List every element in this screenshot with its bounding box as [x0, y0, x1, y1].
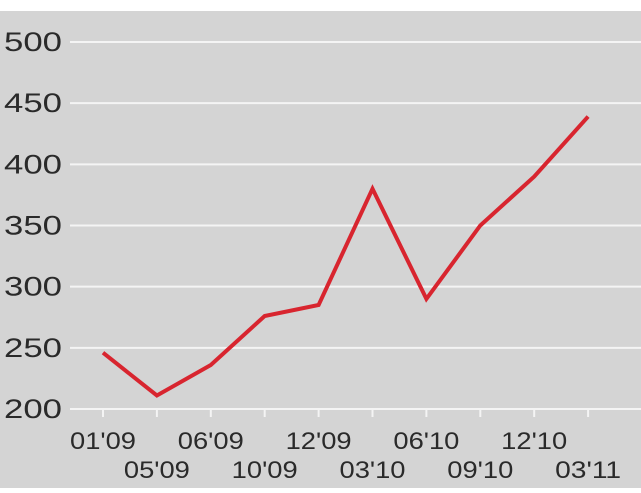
x-tick-label: 03'11 — [555, 457, 621, 484]
x-tick-label: 06'09 — [178, 428, 244, 455]
y-tick-label: 200 — [4, 394, 62, 424]
plot-area — [0, 11, 641, 488]
y-tick-label: 250 — [4, 333, 62, 363]
x-tick-label: 12'10 — [501, 428, 567, 455]
y-tick-label: 400 — [4, 149, 62, 179]
x-tick-label: 05'09 — [124, 457, 190, 484]
x-tick-label: 10'09 — [232, 457, 298, 484]
x-tick-label: 09'10 — [447, 457, 513, 484]
y-tick-label: 350 — [4, 211, 62, 241]
y-tick-label: 500 — [4, 27, 62, 57]
y-tick-label: 300 — [4, 272, 62, 302]
x-tick-label: 03'10 — [340, 457, 406, 484]
x-tick-label: 12'09 — [286, 428, 352, 455]
y-tick-label: 450 — [4, 88, 62, 118]
x-tick-label: 06'10 — [393, 428, 459, 455]
x-tick-label: 01'09 — [70, 428, 136, 455]
